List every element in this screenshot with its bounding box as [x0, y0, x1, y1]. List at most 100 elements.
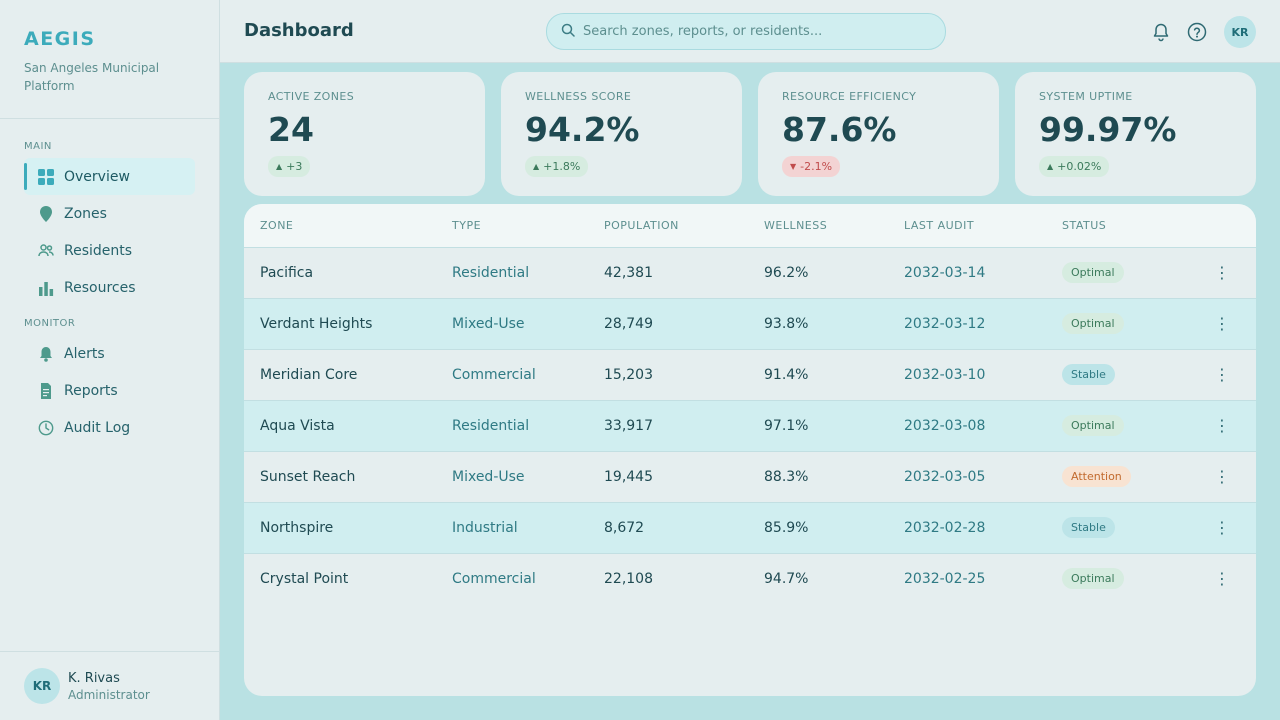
- cell-wellness: 88.3%: [764, 468, 809, 485]
- stat-label: RESOURCE EFFICIENCY: [782, 90, 917, 103]
- cell-status: Optimal: [1046, 247, 1196, 298]
- more-options-icon[interactable]: ⋮: [1214, 365, 1230, 384]
- brand: AEGIS San Angeles Municipal Platform: [0, 0, 219, 119]
- table-row[interactable]: Pacifica Residential 42,381 96.2% 2032-0…: [244, 247, 1256, 298]
- search-input[interactable]: [583, 24, 923, 39]
- cell-last-audit: 2032-02-25: [904, 570, 986, 587]
- user-profile[interactable]: KR K. Rivas Administrator: [0, 651, 219, 720]
- arrow-up-icon: ▲: [276, 162, 283, 171]
- cell-population: 42,381: [604, 264, 653, 281]
- users-icon: [38, 243, 54, 259]
- cell-type: Industrial: [452, 519, 518, 536]
- stat-delta: ▲ +0.02%: [1039, 156, 1110, 177]
- cell-last-audit: 2032-03-12: [904, 315, 986, 332]
- cell-zone: Verdant Heights: [260, 315, 373, 332]
- cell-actions: ⋮: [1196, 502, 1256, 553]
- table-row[interactable]: Sunset Reach Mixed-Use 19,445 88.3% 2032…: [244, 451, 1256, 502]
- table-row[interactable]: Crystal Point Commercial 22,108 94.7% 20…: [244, 553, 1256, 604]
- status-badge: Stable: [1062, 364, 1115, 385]
- more-options-icon[interactable]: ⋮: [1214, 416, 1230, 435]
- status-badge: Attention: [1062, 466, 1131, 487]
- stat-card-system-uptime: SYSTEM UPTIME 99.97% ▲ +0.02%: [1015, 72, 1256, 196]
- stat-label: SYSTEM UPTIME: [1039, 90, 1133, 103]
- status-badge: Stable: [1062, 517, 1115, 538]
- more-options-icon[interactable]: ⋮: [1214, 263, 1230, 282]
- status-badge: Optimal: [1062, 313, 1124, 334]
- sidebar-item-audit-log[interactable]: Audit Log: [24, 409, 195, 446]
- sidebar-item-zones[interactable]: Zones: [24, 195, 195, 232]
- page-title: Dashboard: [244, 20, 354, 41]
- column-header-population[interactable]: POPULATION: [604, 218, 679, 232]
- arrow-down-icon: ▼: [790, 162, 797, 171]
- nav-section-main: MAIN: [24, 141, 52, 152]
- bell-icon: [38, 346, 54, 362]
- stat-value: 87.6%: [782, 110, 897, 149]
- sidebar-item-label: Alerts: [64, 345, 105, 362]
- cell-actions: ⋮: [1196, 553, 1256, 604]
- more-options-icon[interactable]: ⋮: [1214, 518, 1230, 537]
- sidebar-item-residents[interactable]: Residents: [24, 232, 195, 269]
- cell-last-audit: 2032-03-14: [904, 264, 986, 281]
- stat-delta: ▲ +1.8%: [525, 156, 589, 177]
- more-options-icon[interactable]: ⋮: [1214, 569, 1230, 589]
- column-header-last-audit[interactable]: LAST AUDIT: [904, 218, 975, 232]
- stat-delta-value: -2.1%: [800, 160, 833, 173]
- sidebar-item-label: Zones: [64, 205, 107, 222]
- cell-zone: Pacifica: [260, 264, 314, 281]
- stat-value: 99.97%: [1039, 110, 1177, 149]
- sidebar-item-label: Audit Log: [64, 419, 131, 436]
- table-row[interactable]: Aqua Vista Residential 33,917 97.1% 2032…: [244, 400, 1256, 451]
- cell-type: Mixed-Use: [452, 468, 525, 485]
- status-badge: Optimal: [1062, 262, 1124, 283]
- cell-actions: ⋮: [1196, 298, 1256, 349]
- cell-type: Commercial: [452, 570, 536, 587]
- stat-card-active-zones: ACTIVE ZONES 24 ▲ +3: [244, 72, 485, 196]
- sidebar-item-label: Reports: [64, 382, 118, 399]
- topbar: Dashboard KR: [220, 0, 1280, 63]
- sidebar-item-label: Resources: [64, 279, 136, 296]
- cell-status: Optimal: [1046, 553, 1196, 604]
- search-bar[interactable]: [546, 13, 946, 50]
- stat-card-resource-efficiency: RESOURCE EFFICIENCY 87.6% ▼ -2.1%: [758, 72, 999, 196]
- sidebar-item-reports[interactable]: Reports: [24, 372, 195, 409]
- cell-status: Stable: [1046, 349, 1196, 400]
- cell-zone: Sunset Reach: [260, 468, 356, 485]
- cell-actions: ⋮: [1196, 400, 1256, 451]
- cell-status: Attention: [1046, 451, 1196, 502]
- stat-label: ACTIVE ZONES: [268, 90, 355, 103]
- cell-wellness: 94.7%: [764, 570, 809, 587]
- cell-type: Residential: [452, 264, 530, 281]
- sidebar-item-resources[interactable]: Resources: [24, 269, 195, 306]
- more-options-icon[interactable]: ⋮: [1214, 314, 1230, 333]
- notifications-bell-icon[interactable]: [1150, 21, 1172, 43]
- cell-actions: ⋮: [1196, 349, 1256, 400]
- sidebar-item-overview[interactable]: Overview: [24, 158, 195, 195]
- sidebar-item-label: Overview: [64, 168, 130, 185]
- cell-population: 15,203: [604, 366, 653, 383]
- column-header-zone[interactable]: ZONE: [260, 218, 294, 232]
- sidebar: AEGIS San Angeles Municipal Platform MAI…: [0, 0, 220, 720]
- cell-actions: ⋮: [1196, 247, 1256, 298]
- cell-population: 8,672: [604, 519, 645, 536]
- table-row[interactable]: Verdant Heights Mixed-Use 28,749 93.8% 2…: [244, 298, 1256, 349]
- table-row[interactable]: Northspire Industrial 8,672 85.9% 2032-0…: [244, 502, 1256, 553]
- stat-delta-value: +1.8%: [543, 160, 581, 173]
- help-icon[interactable]: [1186, 21, 1208, 43]
- grid-icon: [38, 168, 54, 185]
- cell-last-audit: 2032-03-10: [904, 366, 986, 383]
- column-header-status[interactable]: STATUS: [1062, 218, 1107, 232]
- nav-section-monitor: MONITOR: [24, 318, 76, 329]
- header-avatar[interactable]: KR: [1224, 16, 1256, 48]
- stat-delta: ▲ +3: [268, 156, 311, 177]
- more-options-icon[interactable]: ⋮: [1214, 467, 1230, 486]
- sidebar-item-alerts[interactable]: Alerts: [24, 335, 195, 372]
- column-header-type[interactable]: TYPE: [452, 218, 482, 232]
- cell-last-audit: 2032-03-08: [904, 417, 986, 434]
- cell-population: 33,917: [604, 417, 653, 434]
- user-role: Administrator: [68, 687, 150, 702]
- cell-wellness: 97.1%: [764, 417, 809, 434]
- table-row[interactable]: Meridian Core Commercial 15,203 91.4% 20…: [244, 349, 1256, 400]
- search-icon: [561, 22, 575, 41]
- column-header-wellness[interactable]: WELLNESS: [764, 218, 828, 232]
- bar-chart-icon: [38, 280, 54, 296]
